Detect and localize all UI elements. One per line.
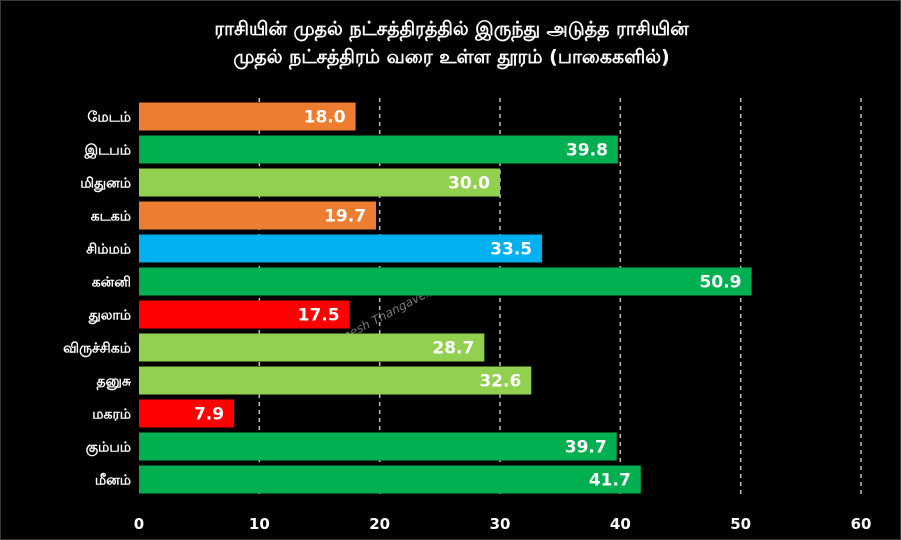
- bar: [139, 399, 235, 428]
- value-label: 7.9: [194, 405, 224, 425]
- chart-title-line-1: ராசியின் முதல் நட்சத்திரத்தில் இருந்து அ…: [214, 18, 689, 40]
- value-label: 39.8: [566, 141, 608, 161]
- category-label: தனுசு: [97, 374, 132, 391]
- x-tick-label: 10: [249, 515, 270, 533]
- chart-title: ராசியின் முதல் நட்சத்திரத்தில் இருந்து அ…: [1, 15, 901, 71]
- x-tick-label: 40: [610, 515, 631, 533]
- category-label: மேடம்: [87, 110, 131, 126]
- category-label: கடகம்: [91, 209, 131, 225]
- category-label: துலாம்: [88, 308, 131, 324]
- bar: [139, 201, 377, 230]
- bar: [139, 300, 350, 329]
- bar: [139, 102, 356, 131]
- bar: [139, 366, 532, 395]
- value-label: 41.7: [589, 471, 631, 491]
- bar: [139, 267, 752, 296]
- value-label: 28.7: [432, 339, 474, 359]
- value-label: 50.9: [700, 273, 742, 293]
- x-tick-label: 60: [851, 515, 872, 533]
- value-label: 18.0: [304, 108, 346, 128]
- category-label: விருச்சிகம்: [63, 341, 131, 357]
- value-label: 32.6: [479, 372, 521, 392]
- category-label: கன்னி: [92, 275, 131, 291]
- bar: [139, 168, 500, 197]
- x-tick-label: 50: [730, 515, 751, 533]
- category-label: மீனம்: [95, 473, 131, 489]
- x-tick-label: 20: [369, 515, 390, 533]
- x-tick-label: 0: [134, 515, 144, 533]
- value-label: 33.5: [490, 240, 532, 260]
- bar: [139, 135, 618, 164]
- bar: [139, 432, 617, 461]
- value-label: 19.7: [324, 207, 366, 227]
- value-label: 17.5: [298, 306, 340, 326]
- category-label: மிதுனம்: [80, 176, 131, 192]
- category-label: கும்பம்: [86, 440, 131, 457]
- x-tick-label: 30: [490, 515, 511, 533]
- chart-title-line-2: முதல் நட்சத்திரம் வரை உள்ள தூரம் (பாகைகள…: [233, 46, 670, 68]
- value-label: 30.0: [448, 174, 490, 194]
- value-label: 39.7: [565, 438, 607, 458]
- bar: [139, 465, 641, 494]
- category-label: இடபம்: [84, 143, 131, 159]
- category-label: மகரம்: [92, 407, 131, 423]
- bar: [139, 333, 485, 362]
- category-label: சிம்மம்: [86, 242, 131, 258]
- bar: [139, 234, 543, 263]
